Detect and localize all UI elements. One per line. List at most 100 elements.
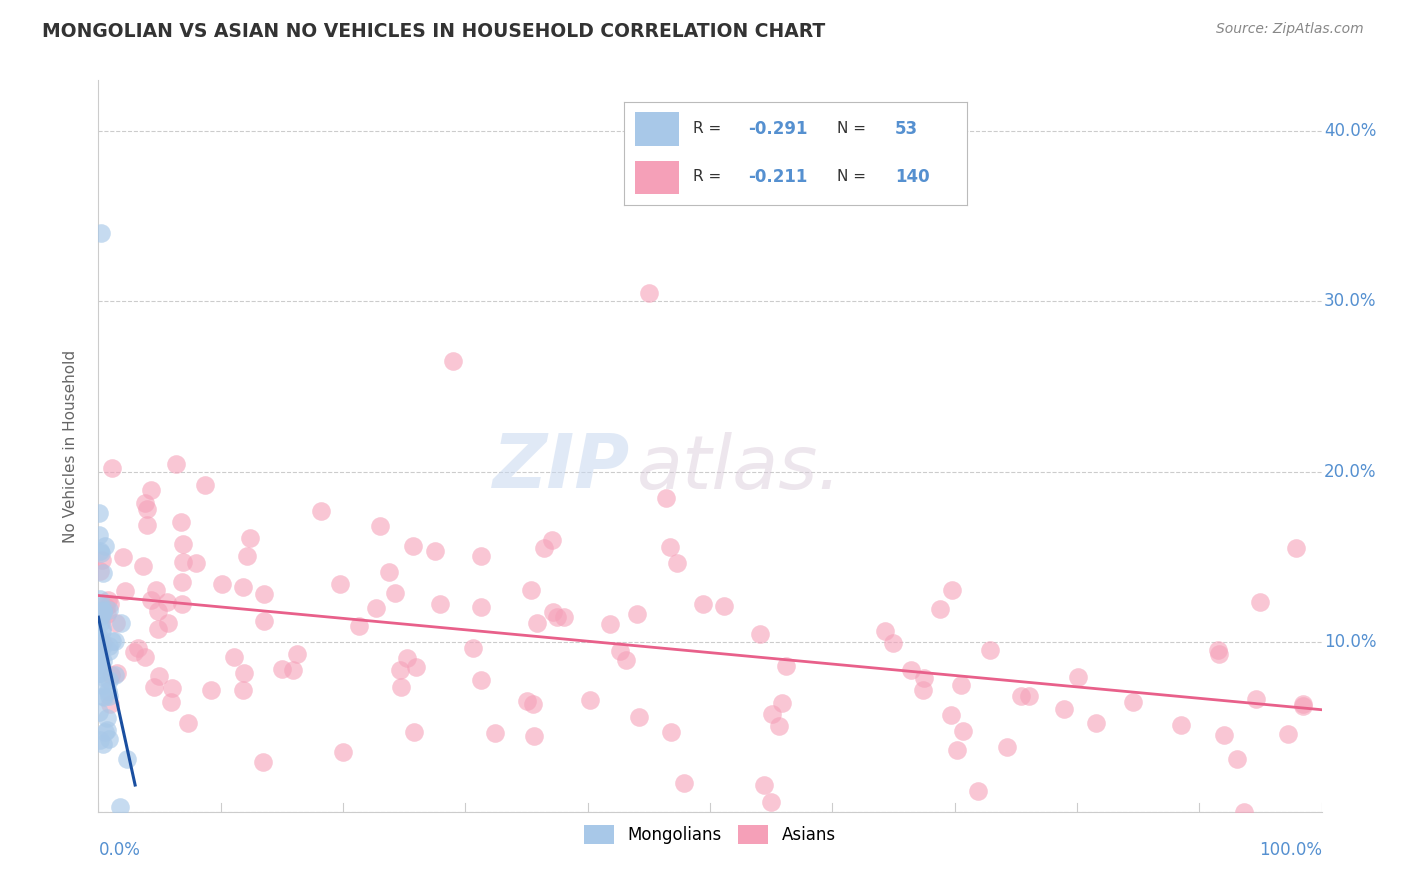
Point — [93, 604, 115, 618]
Point — [100, 667, 122, 681]
Point — [94, 600, 117, 615]
Point — [146, 604, 169, 618]
Point — [749, 627, 772, 641]
Point — [470, 549, 492, 564]
Point — [366, 601, 388, 615]
Point — [127, 641, 149, 656]
Point — [995, 739, 1018, 754]
Point — [429, 598, 451, 612]
Point — [108, 799, 131, 814]
Point — [141, 483, 163, 497]
Point — [91, 640, 114, 654]
Point — [423, 544, 446, 558]
Point — [752, 778, 775, 792]
Point — [395, 651, 418, 665]
Point — [332, 745, 354, 759]
Point — [87, 705, 110, 719]
Point — [692, 598, 714, 612]
Point — [148, 669, 170, 683]
Point — [309, 504, 332, 518]
Point — [211, 577, 233, 591]
Point — [882, 636, 904, 650]
Point — [236, 549, 259, 563]
Point — [252, 756, 274, 770]
Text: 30.0%: 30.0% — [1324, 293, 1376, 310]
Point — [1292, 697, 1315, 711]
Point — [89, 651, 111, 665]
Point — [90, 609, 112, 624]
Point — [329, 577, 352, 591]
Point — [156, 595, 179, 609]
Point — [132, 558, 155, 573]
Point — [172, 555, 194, 569]
Point — [1010, 690, 1032, 704]
Point — [139, 592, 162, 607]
Point — [110, 615, 132, 630]
Point — [97, 689, 120, 703]
Point — [1277, 726, 1299, 740]
Point — [91, 654, 114, 668]
Point — [93, 690, 115, 704]
Point — [950, 678, 973, 692]
Point — [389, 680, 412, 694]
Point — [96, 607, 118, 622]
Point — [900, 663, 922, 677]
Point — [112, 550, 135, 565]
Point — [87, 665, 110, 680]
Point — [979, 642, 1001, 657]
Point — [402, 725, 425, 739]
Point — [134, 650, 156, 665]
Point — [253, 614, 276, 628]
Point — [1292, 698, 1315, 713]
Point — [768, 719, 790, 733]
Point — [160, 694, 183, 708]
Point — [89, 564, 111, 578]
Point — [177, 715, 200, 730]
Point — [91, 605, 114, 619]
Point — [157, 615, 180, 630]
Point — [98, 603, 121, 617]
Point — [90, 546, 112, 560]
Point — [194, 477, 217, 491]
Point — [388, 663, 411, 677]
Point — [232, 580, 254, 594]
Point — [484, 726, 506, 740]
Point — [104, 616, 127, 631]
Point — [160, 681, 183, 695]
Point — [1249, 595, 1271, 609]
Point — [470, 673, 492, 687]
Point — [90, 678, 112, 692]
Text: 0.0%: 0.0% — [98, 841, 141, 859]
Point — [945, 742, 967, 756]
Point — [89, 651, 111, 665]
Point — [96, 711, 118, 725]
Point — [637, 285, 661, 300]
Point — [659, 725, 682, 739]
Legend: Mongolians, Asians: Mongolians, Asians — [578, 818, 842, 851]
Text: 10.0%: 10.0% — [1324, 632, 1376, 650]
Point — [1018, 690, 1040, 704]
Point — [94, 539, 117, 553]
Point — [87, 634, 110, 648]
Point — [628, 709, 651, 723]
Point — [98, 639, 121, 653]
Text: Source: ZipAtlas.com: Source: ZipAtlas.com — [1216, 22, 1364, 37]
Point — [186, 556, 208, 570]
Point — [97, 593, 120, 607]
Point — [666, 556, 689, 570]
Point — [91, 621, 114, 635]
Point — [1053, 702, 1076, 716]
Point — [713, 599, 735, 614]
Point — [654, 491, 676, 505]
Point — [97, 684, 120, 698]
Point — [91, 737, 114, 751]
Point — [146, 622, 169, 636]
Y-axis label: No Vehicles in Household: No Vehicles in Household — [63, 350, 77, 542]
Point — [287, 647, 309, 661]
Point — [89, 592, 111, 607]
Point — [93, 725, 115, 739]
Point — [1226, 752, 1249, 766]
Point — [553, 610, 575, 624]
Point — [170, 597, 193, 611]
Text: ZIP: ZIP — [494, 432, 630, 505]
